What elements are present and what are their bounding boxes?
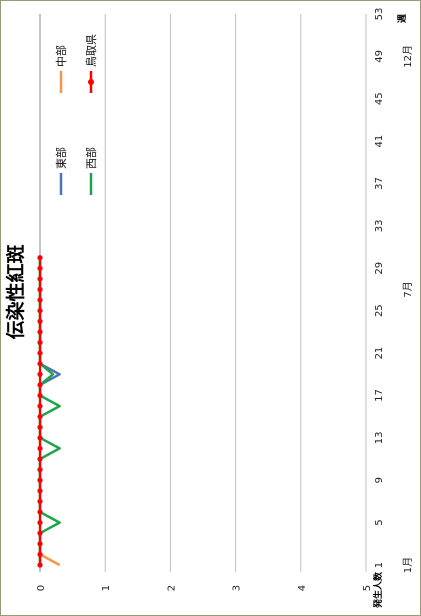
- data-point: [37, 520, 43, 526]
- month-label: 12月: [402, 45, 414, 68]
- x-tick-label: 45: [374, 92, 385, 105]
- data-point: [37, 350, 43, 356]
- legend-label: 東部: [54, 147, 68, 169]
- data-point: [37, 371, 43, 377]
- data-point: [37, 276, 43, 282]
- x-tick-label: 37: [374, 177, 385, 190]
- x-tick-label: 53: [374, 8, 385, 21]
- x-axis-title: 週: [397, 13, 408, 23]
- data-point: [37, 541, 43, 547]
- y-tick-label: 0: [36, 585, 47, 591]
- series-lines: [37, 255, 61, 568]
- data-point: [37, 286, 43, 293]
- legend-label: 鳥取県: [84, 34, 98, 67]
- data-point: [37, 456, 43, 462]
- x-tick-label: 9: [374, 477, 385, 483]
- legend-item-1[interactable]: 東部: [54, 147, 68, 195]
- legend-item-4[interactable]: 鳥取県: [84, 34, 98, 93]
- x-tick-label: 5: [374, 519, 385, 525]
- data-point: [37, 339, 43, 346]
- data-point: [37, 403, 43, 409]
- x-tick-label: 41: [374, 135, 385, 148]
- y-tick-label: 4: [297, 585, 308, 591]
- data-point: [37, 308, 43, 314]
- data-point: [37, 361, 43, 367]
- data-point: [37, 414, 43, 420]
- data-point: [37, 445, 43, 452]
- y-tick-label: 1: [101, 585, 112, 591]
- data-point: [37, 297, 43, 303]
- x-tick-label: 25: [374, 304, 385, 317]
- legend-item-2[interactable]: 中部: [54, 45, 68, 93]
- legend-label: 中部: [54, 45, 68, 67]
- chart-title: 伝染性紅斑: [4, 244, 27, 339]
- y-tick-label: 5: [362, 585, 373, 591]
- legend-item-3[interactable]: 西部: [84, 147, 98, 195]
- x-tick-label: 21: [374, 347, 385, 360]
- month-label: 1月: [402, 557, 414, 573]
- y-axis-title: 発生人数: [372, 571, 384, 609]
- data-point: [37, 488, 43, 494]
- x-tick-label: 1: [374, 562, 385, 568]
- x-tick-label: 13: [374, 431, 385, 444]
- data-point: [37, 424, 43, 430]
- data-point: [37, 467, 43, 473]
- data-point: [37, 255, 43, 261]
- x-axis-ticks: 1 5 9 13 17 21 25 29 33 37 41 45 49 53: [374, 8, 385, 569]
- data-point: [37, 498, 43, 505]
- plot-area: [40, 14, 366, 572]
- data-point: [37, 477, 43, 483]
- data-point: [37, 382, 43, 388]
- data-point: [37, 551, 43, 558]
- data-point: [37, 265, 43, 271]
- data-point: [37, 562, 43, 568]
- data-point: [37, 329, 43, 335]
- data-point: [37, 509, 43, 515]
- x-tick-label: 29: [374, 262, 385, 275]
- month-label: 7月: [402, 281, 414, 297]
- y-axis-ticks: 0 1 2 3 4 5: [36, 585, 373, 591]
- x-tick-label: 33: [374, 220, 385, 233]
- data-point: [37, 392, 43, 399]
- legend-label: 西部: [84, 147, 98, 169]
- data-point: [37, 435, 43, 441]
- y-tick-label: 2: [166, 585, 177, 591]
- data-point: [37, 318, 43, 324]
- x-tick-label: 49: [374, 50, 385, 63]
- month-labels: 1月 7月 12月: [402, 45, 414, 573]
- plot-background: [40, 14, 366, 572]
- legend-marker: [88, 79, 94, 85]
- data-point: [37, 530, 43, 536]
- y-tick-label: 3: [232, 585, 243, 591]
- x-tick-label: 17: [374, 389, 385, 402]
